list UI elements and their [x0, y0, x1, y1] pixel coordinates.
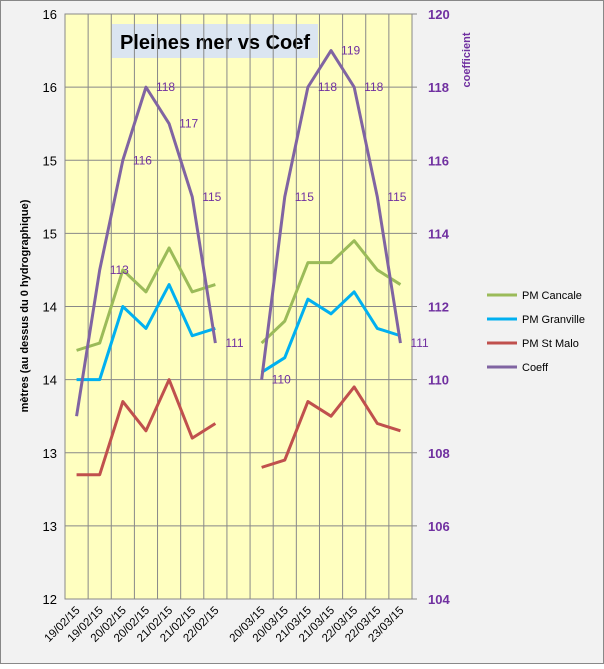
y-tick-label: 16 [43, 80, 57, 95]
y-tick-label: 15 [43, 153, 57, 168]
series-line [75, 49, 402, 417]
chart-title: Pleines mer vs Coef [120, 32, 310, 54]
data-label: 118 [364, 80, 383, 94]
y-axis-title: mètres (au dessus du 0 hydrographique) [19, 199, 31, 412]
legend-label: PM St Malo [522, 338, 579, 350]
data-label: 115 [202, 190, 221, 204]
y2-tick-label: 116 [428, 153, 449, 168]
data-label: 119 [341, 44, 360, 58]
y2-tick-label: 120 [428, 7, 450, 22]
y-tick-label: 13 [43, 446, 57, 461]
data-label: 118 [156, 80, 175, 94]
data-label: 117 [179, 117, 198, 131]
series-line [76, 239, 402, 352]
y2-axis-title: coefficient [461, 32, 473, 87]
data-label: 111 [225, 336, 244, 350]
y-tick-label: 12 [43, 592, 57, 607]
data-label: 116 [133, 153, 152, 167]
y2-tick-label: 104 [428, 592, 450, 607]
y-tick-label: 13 [43, 519, 57, 534]
y2-tick-label: 112 [428, 300, 449, 315]
y-tick-label: 14 [43, 373, 57, 388]
y-tick-label: 15 [43, 226, 57, 241]
y2-tick-label: 118 [428, 80, 449, 95]
y2-tick-label: 108 [428, 446, 450, 461]
y-tick-label: 14 [43, 300, 57, 315]
series-line [76, 378, 401, 477]
data-label: 111 [410, 336, 429, 350]
data-label: 118 [318, 80, 337, 94]
series-line [76, 283, 401, 382]
y2-tick-label: 106 [428, 519, 450, 534]
y-tick-label: 16 [43, 7, 57, 22]
legend-label: Coeff [522, 362, 549, 374]
data-label: 110 [272, 373, 291, 387]
y2-tick-label: 114 [428, 226, 450, 241]
data-label: 115 [387, 190, 406, 204]
data-label: 113 [110, 263, 129, 277]
legend-label: PM Cancale [522, 290, 582, 302]
legend-label: PM Granville [522, 314, 585, 326]
y2-tick-label: 110 [428, 373, 449, 388]
data-label: 115 [295, 190, 314, 204]
title-box [112, 24, 318, 58]
